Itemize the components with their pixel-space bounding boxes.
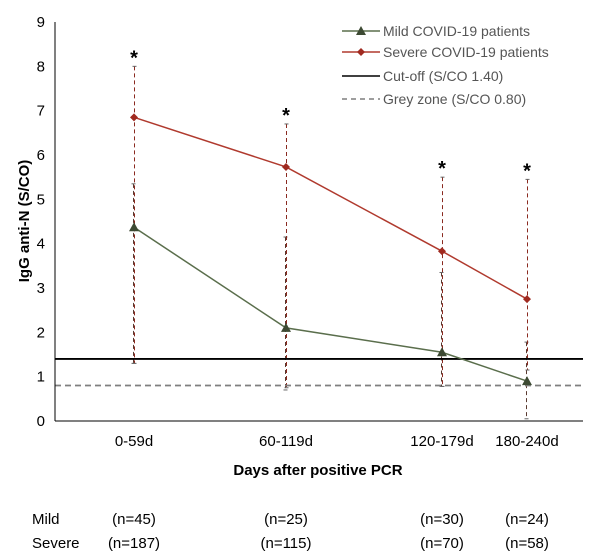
y-tick-label: 4 [37,236,45,253]
y-axis-label: IgG anti-N (S/CO) [16,160,33,283]
axes [54,22,583,422]
sample-size-count: (n=45) [112,511,156,528]
x-tick-label: 120-179d [410,433,473,450]
significance-star: * [130,47,138,69]
sample-size-table: Mild Severe (n=45) (n=25) (n=30) (n=24) (n=1… [32,511,549,552]
data-point-severe [282,162,290,171]
y-tick-label: 8 [37,58,45,75]
sample-size-count: (n=30) [420,511,464,528]
y-tick-label: 2 [37,324,45,341]
y-tick-label: 9 [37,14,45,31]
data-point-severe [438,247,446,256]
y-tick-label: 7 [37,103,45,120]
y-tick-label: 0 [37,413,45,430]
data-point-severe [130,113,138,122]
sample-size-count: (n=24) [505,511,549,528]
sample-size-count: (n=187) [108,535,160,552]
reference-lines [55,358,583,387]
sample-size-count: (n=58) [505,535,549,552]
significance-annotations: * * * * [130,47,531,182]
legend-severe-label: Severe COVID-19 patients [383,44,549,60]
y-tick-label: 1 [37,369,45,386]
x-ticks: 0-59d 60-119d 120-179d 180-240d [115,433,559,450]
y-tick-label: 3 [37,280,45,297]
error-bars [131,65,530,420]
series-line-mild [133,226,528,382]
sample-size-count: (n=115) [260,535,311,552]
legend-mild-label: Mild COVID-19 patients [383,23,530,39]
legend-greyzone-label: Grey zone (S/CO 0.80) [383,91,526,107]
y-tick-label: 5 [37,191,45,208]
data-point-mild [522,376,532,386]
markers [129,113,532,386]
x-tick-label: 60-119d [259,433,313,450]
data-point-mild [281,322,291,332]
y-ticks: 0 1 2 3 4 5 6 7 8 9 [37,14,45,430]
legend-mild-marker [356,26,366,35]
significance-star: * [282,105,290,127]
legend-severe-marker [357,48,365,56]
x-tick-label: 0-59d [115,433,153,450]
significance-star: * [438,158,446,180]
data-point-severe [523,295,531,304]
legend: Mild COVID-19 patients Severe COVID-19 p… [342,23,549,107]
y-tick-label: 6 [37,147,45,164]
sample-size-count: (n=70) [420,535,464,552]
group-label-mild: Mild [32,511,60,528]
legend-cutoff-label: Cut-off (S/CO 1.40) [383,68,503,84]
series-lines [133,116,528,382]
data-point-mild [129,222,139,232]
series-line-severe [133,116,528,300]
x-tick-label: 180-240d [495,433,558,450]
group-label-severe: Severe [32,535,80,552]
significance-star: * [523,160,531,182]
sample-size-count: (n=25) [264,511,308,528]
x-axis-label: Days after positive PCR [233,462,402,479]
data-point-mild [437,347,447,357]
